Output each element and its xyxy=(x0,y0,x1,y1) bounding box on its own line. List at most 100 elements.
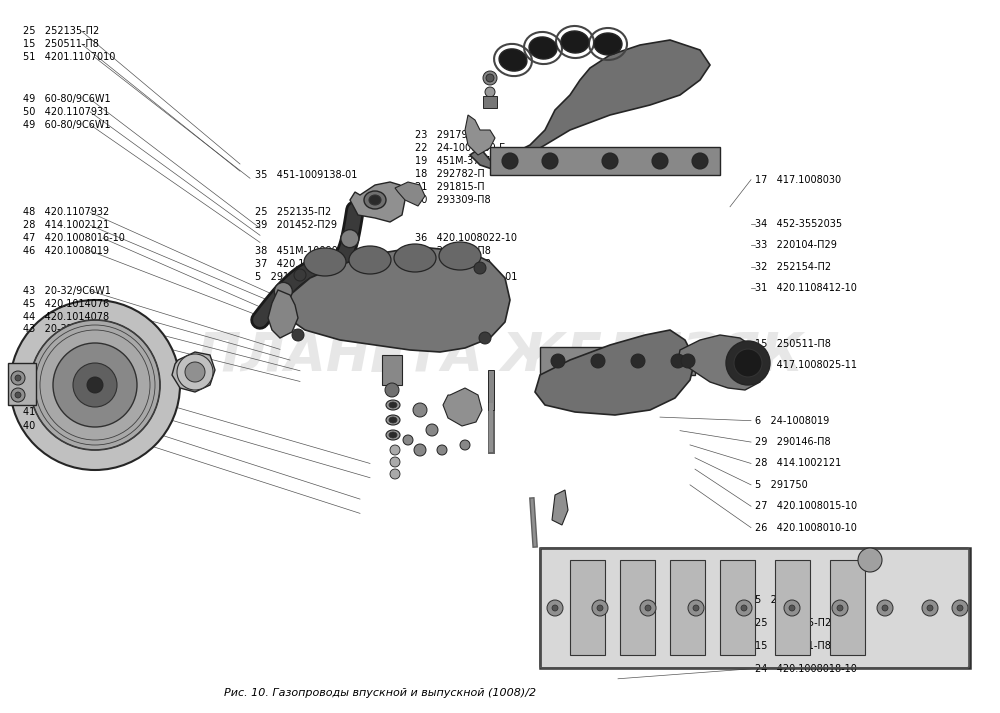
Circle shape xyxy=(671,354,685,368)
Text: 15   250511-П8: 15 250511-П8 xyxy=(415,246,491,256)
Text: Рис. 10. Газопроводы впускной и выпускной (1008)/2: Рис. 10. Газопроводы впускной и выпускно… xyxy=(224,688,536,698)
Ellipse shape xyxy=(389,402,397,408)
Circle shape xyxy=(10,300,180,470)
Ellipse shape xyxy=(304,248,346,276)
Text: 26   420.1008010-10: 26 420.1008010-10 xyxy=(755,523,857,533)
Circle shape xyxy=(53,343,137,427)
Text: 35   451-1009138-01: 35 451-1009138-01 xyxy=(415,272,517,282)
Circle shape xyxy=(177,354,213,390)
Text: 36   420.1008022-10: 36 420.1008022-10 xyxy=(415,233,517,243)
Text: 5   291750: 5 291750 xyxy=(755,480,808,490)
Circle shape xyxy=(426,424,438,436)
Circle shape xyxy=(692,153,708,169)
Circle shape xyxy=(952,600,968,616)
Circle shape xyxy=(927,605,933,611)
Text: 25   252135-П2: 25 252135-П2 xyxy=(23,26,99,36)
Text: 5   291750: 5 291750 xyxy=(255,272,308,282)
Circle shape xyxy=(486,74,494,82)
Ellipse shape xyxy=(594,33,622,55)
Circle shape xyxy=(11,371,25,385)
Bar xyxy=(570,560,605,655)
Circle shape xyxy=(832,600,848,616)
Polygon shape xyxy=(535,330,695,415)
Ellipse shape xyxy=(369,195,381,205)
Circle shape xyxy=(73,363,117,407)
Bar xyxy=(670,560,705,655)
Circle shape xyxy=(882,605,888,611)
Polygon shape xyxy=(443,388,482,426)
Circle shape xyxy=(15,392,21,398)
Text: 34   452-3552035: 34 452-3552035 xyxy=(755,219,842,229)
Circle shape xyxy=(87,377,103,393)
Polygon shape xyxy=(280,248,510,352)
Circle shape xyxy=(437,445,447,455)
Polygon shape xyxy=(172,352,215,392)
Bar xyxy=(488,370,494,410)
Circle shape xyxy=(837,605,843,611)
Circle shape xyxy=(413,403,427,417)
Text: 22   24-1008080-Г: 22 24-1008080-Г xyxy=(415,143,505,153)
Text: 23   291797-П: 23 291797-П xyxy=(415,130,485,140)
Text: 46   420.1008019: 46 420.1008019 xyxy=(23,246,109,256)
Circle shape xyxy=(688,600,704,616)
Text: 15   250511-П8: 15 250511-П8 xyxy=(23,39,99,49)
Ellipse shape xyxy=(349,246,391,274)
Circle shape xyxy=(460,440,470,450)
Circle shape xyxy=(784,600,800,616)
Text: 45   420.1014076: 45 420.1014076 xyxy=(23,299,109,309)
Text: ПЛАНЕТА ЖЕЛЕЗЯК: ПЛАНЕТА ЖЕЛЕЗЯК xyxy=(197,331,803,382)
Text: 15   250511-П8: 15 250511-П8 xyxy=(755,641,831,651)
Circle shape xyxy=(483,71,497,85)
Bar xyxy=(620,560,655,655)
Ellipse shape xyxy=(364,191,386,209)
Text: 48   420.1107932: 48 420.1107932 xyxy=(23,207,109,217)
Text: 38   451М-1009074: 38 451М-1009074 xyxy=(23,379,118,389)
Bar xyxy=(483,96,497,108)
Text: 43   20-32/9С6W1: 43 20-32/9С6W1 xyxy=(23,324,111,334)
Text: 31   420.1108412-10: 31 420.1108412-10 xyxy=(755,283,857,293)
Circle shape xyxy=(922,600,938,616)
Circle shape xyxy=(474,262,486,274)
Text: 28   414.1002121: 28 414.1002121 xyxy=(23,220,109,230)
Ellipse shape xyxy=(529,37,557,59)
Text: 21   291815-П: 21 291815-П xyxy=(415,182,485,192)
Circle shape xyxy=(185,362,205,382)
Circle shape xyxy=(741,605,747,611)
Circle shape xyxy=(274,282,292,300)
Ellipse shape xyxy=(561,31,589,53)
Bar xyxy=(830,560,865,655)
Ellipse shape xyxy=(439,242,481,270)
Text: 25   252135-П2: 25 252135-П2 xyxy=(755,618,831,628)
Circle shape xyxy=(294,269,306,281)
Circle shape xyxy=(542,153,558,169)
Text: 29   290146-П8: 29 290146-П8 xyxy=(755,437,831,447)
Bar xyxy=(382,355,402,385)
Ellipse shape xyxy=(386,415,400,425)
Text: 39   201452-П29: 39 201452-П29 xyxy=(255,220,337,230)
Ellipse shape xyxy=(389,432,397,438)
Text: 17   417.1008030: 17 417.1008030 xyxy=(755,175,841,185)
Circle shape xyxy=(877,600,893,616)
Circle shape xyxy=(390,457,400,467)
Text: 47   420.1008016-10: 47 420.1008016-10 xyxy=(23,233,125,243)
Text: 37   420.1107015: 37 420.1107015 xyxy=(255,259,341,269)
Circle shape xyxy=(631,354,645,368)
Text: 40   420.1106040: 40 420.1106040 xyxy=(23,421,109,431)
Text: 44   420.1014078: 44 420.1014078 xyxy=(23,312,109,322)
Text: 18   292782-П: 18 292782-П xyxy=(415,169,485,179)
Circle shape xyxy=(30,320,160,450)
Text: 33   220104-П29: 33 220104-П29 xyxy=(755,240,837,250)
Bar xyxy=(720,560,755,655)
Ellipse shape xyxy=(386,400,400,410)
Circle shape xyxy=(726,341,770,385)
Circle shape xyxy=(390,469,400,479)
Circle shape xyxy=(734,349,762,377)
Text: 15   250511-П8: 15 250511-П8 xyxy=(755,339,831,349)
Bar xyxy=(8,363,36,405)
Polygon shape xyxy=(470,40,710,170)
Circle shape xyxy=(385,383,399,397)
Circle shape xyxy=(681,354,695,368)
Text: 25   252135-П2: 25 252135-П2 xyxy=(415,259,491,269)
Ellipse shape xyxy=(386,430,400,440)
Text: 20   293309-П8: 20 293309-П8 xyxy=(415,195,491,205)
